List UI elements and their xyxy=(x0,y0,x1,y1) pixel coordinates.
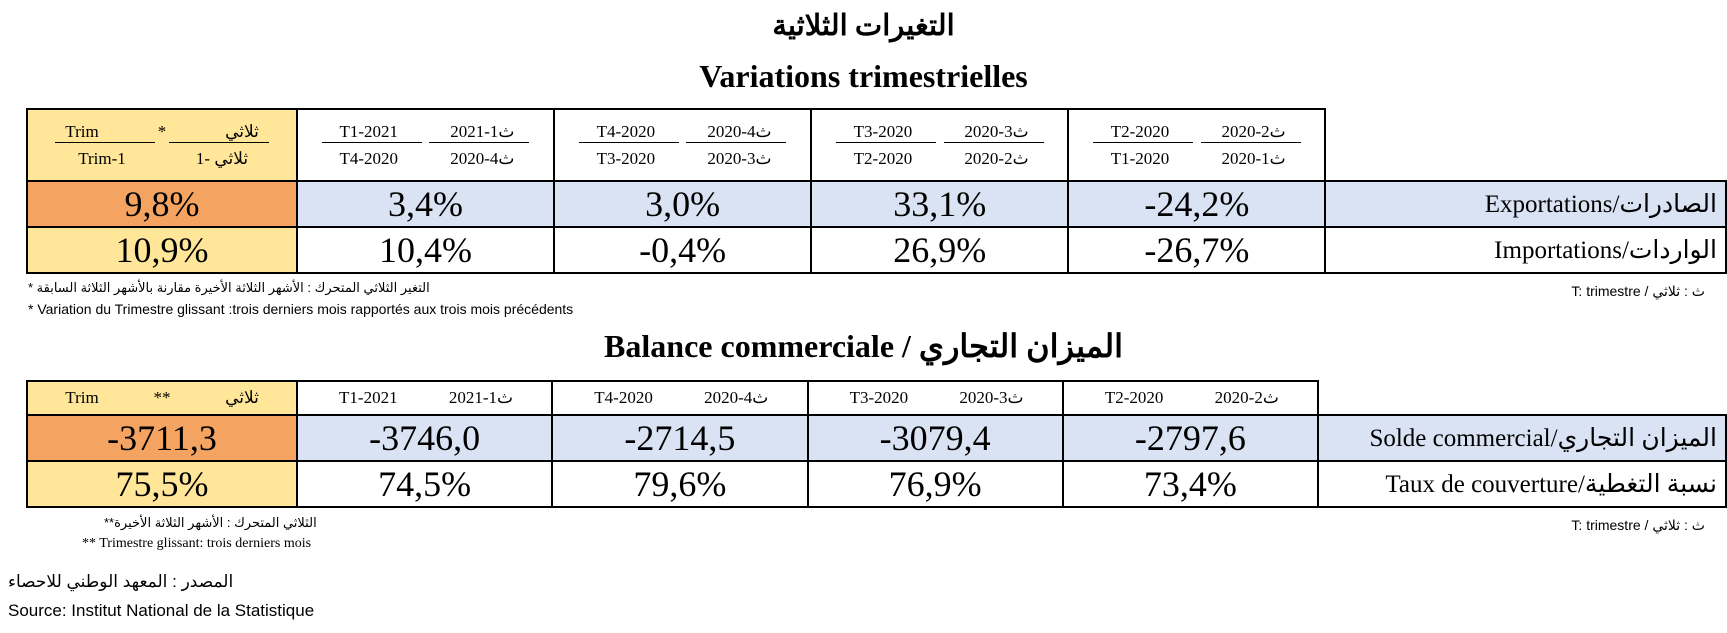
footnote-arabic: التغير الثلاثي المتحرك : الأشهر الثلاثة … xyxy=(28,280,430,295)
column-header: T4-2020 ث4-2020 T3-2020 ث3-2020 xyxy=(553,108,813,182)
column-header: T2-2020 ث2-2020 T1-2020 ث1-2020 xyxy=(1067,108,1327,182)
cell-value: -3746,0 xyxy=(295,414,554,462)
source-arabic: المصدر : المعهد الوطني للاحصاء xyxy=(8,572,234,591)
title-balance: Balance commerciale / الميزان التجاري xyxy=(604,328,1123,364)
empty-corner xyxy=(1325,109,1726,181)
title-arabic: التغيرات الثلاثية xyxy=(772,10,955,42)
cell-value: 73,4% xyxy=(1061,460,1320,508)
row-label: نسبة التغطية/Taux de couverture xyxy=(1317,460,1727,508)
cell-value: -24,2% xyxy=(1067,180,1327,228)
title-french: Variations trimestrielles xyxy=(699,58,1028,94)
rolling-header: Trim ** ثلاثي xyxy=(26,380,298,416)
row-label: الواردات/Importations xyxy=(1324,226,1727,274)
cell-value: -0,4% xyxy=(553,226,813,274)
rolling-value: 9,8% xyxy=(26,180,298,228)
cell-value: -2714,5 xyxy=(551,414,809,462)
cell-value: 10,4% xyxy=(295,226,556,274)
empty-corner xyxy=(1318,381,1726,415)
row-label: الصادرات/Exportations xyxy=(1324,180,1727,228)
rolling-value: 75,5% xyxy=(26,460,298,508)
column-header: T4-2020 ث4-2020 xyxy=(551,380,809,416)
cell-value: 3,0% xyxy=(553,180,813,228)
column-header: T1-2021 ث1-2021 xyxy=(295,380,554,416)
table-row: 9,8% 3,4% 3,0% 33,1% -24,2% الصادرات/Exp… xyxy=(26,180,1727,228)
cell-value: 74,5% xyxy=(295,460,554,508)
footnote-french: ** Trimestre glissant: trois derniers mo… xyxy=(82,536,312,551)
cell-value: -2797,6 xyxy=(1061,414,1320,462)
legend-trimestre: ث : ثلاثي / T: trimestre xyxy=(1571,517,1705,533)
rolling-header: Trim * ثلاثي Trim-1 ثلاثي -1 xyxy=(26,108,298,182)
balance-table: Trim ** ثلاثي T1-2021 ث1-2021 T4-2020 ث4-202… xyxy=(26,380,1727,508)
row-label: الميزان التجاري/Solde commercial xyxy=(1317,414,1727,462)
cell-value: 33,1% xyxy=(810,180,1070,228)
footnote-french: * Variation du Trimestre glissant :trois… xyxy=(28,301,574,317)
cell-value: 26,9% xyxy=(810,226,1070,274)
table-row: -3711,3 -3746,0 -2714,5 -3079,4 -2797,6 … xyxy=(26,414,1727,462)
table-row: 10,9% 10,4% -0,4% 26,9% -26,7% الواردات/… xyxy=(26,226,1727,274)
column-header: T1-2021 ث1-2021 T4-2020 ث4-2020 xyxy=(295,108,556,182)
variations-table: Trim * ثلاثي Trim-1 ثلاثي -1 T1-2021 ث1-2021… xyxy=(26,108,1727,274)
cell-value: 3,4% xyxy=(295,180,556,228)
table-row: 75,5% 74,5% 79,6% 76,9% 73,4% نسبة التغط… xyxy=(26,460,1727,508)
cell-value: -26,7% xyxy=(1067,226,1327,274)
cell-value: 76,9% xyxy=(806,460,1064,508)
rolling-value: -3711,3 xyxy=(26,414,298,462)
cell-value: 79,6% xyxy=(551,460,809,508)
column-header: T3-2020 ث3-2020 xyxy=(806,380,1064,416)
footnote-arabic: الثلاثي المتحرك : الأشهر الثلاثة الأخيرة… xyxy=(104,515,317,530)
column-header: T3-2020 ث3-2020 T2-2020 ث2-2020 xyxy=(810,108,1070,182)
rolling-value: 10,9% xyxy=(26,226,298,274)
column-header: T2-2020 ث2-2020 xyxy=(1061,380,1320,416)
source-french: Source: Institut National de la Statisti… xyxy=(8,601,315,620)
legend-trimestre: ث : ثلاثي / T: trimestre xyxy=(1571,283,1705,299)
cell-value: -3079,4 xyxy=(806,414,1064,462)
